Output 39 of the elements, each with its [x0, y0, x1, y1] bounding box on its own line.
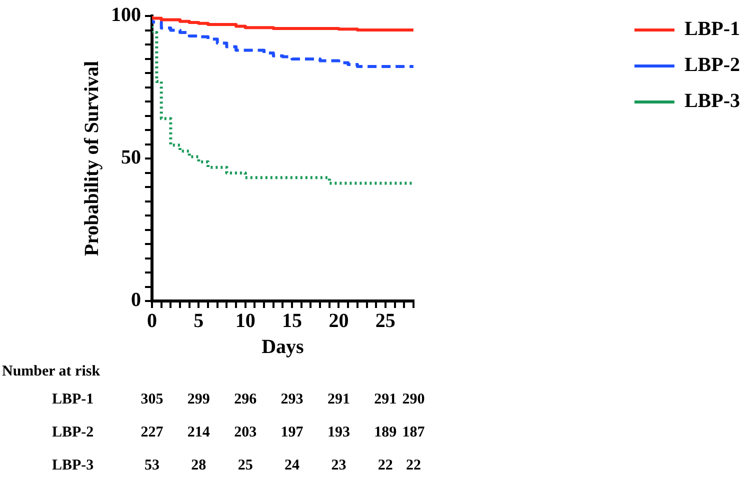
text: 189 — [374, 424, 397, 442]
x-tick-label: 15 — [282, 310, 302, 332]
text: 293 — [280, 392, 304, 408]
x-axis-title: Days — [262, 336, 304, 358]
text: 187 — [402, 424, 425, 442]
text: 197 — [280, 424, 304, 442]
y-tick-label: 50 — [121, 146, 141, 169]
x-tick-label: 5 — [194, 310, 204, 332]
legend-label: LBP-2 — [684, 54, 740, 76]
text: 291 — [327, 392, 350, 408]
legend-label: LBP-3 — [684, 90, 740, 112]
legend-label: LBP-1 — [684, 18, 740, 40]
text: 290 — [402, 392, 425, 408]
text: 214 — [187, 424, 210, 442]
text: 53 — [144, 458, 160, 474]
text: 22 — [406, 458, 421, 474]
text: LBP-3 — [52, 458, 94, 474]
text: 24 — [284, 458, 300, 474]
x-tick-label: 10 — [235, 310, 256, 332]
y-tick-label: 0 — [131, 289, 141, 312]
x-tick-label: 20 — [328, 310, 349, 332]
text: 22 — [378, 458, 393, 474]
y-tick-label: 100 — [111, 4, 141, 26]
x-tick-label: 25 — [375, 310, 396, 332]
text: Number at risk — [2, 364, 100, 380]
text: 305 — [140, 392, 164, 408]
text: 299 — [187, 392, 210, 408]
text: LBP-2 — [52, 424, 94, 442]
text: 227 — [140, 424, 164, 442]
text: 203 — [234, 424, 257, 442]
text: 25 — [238, 458, 253, 474]
text: 28 — [191, 458, 206, 474]
text: 296 — [234, 392, 257, 408]
text: 23 — [331, 458, 346, 474]
x-tick-label: 0 — [147, 310, 157, 332]
text: 193 — [327, 424, 350, 442]
text: LBP-1 — [52, 392, 94, 408]
y-axis-title: Probability of Survival — [81, 60, 104, 256]
text: 291 — [374, 392, 397, 408]
